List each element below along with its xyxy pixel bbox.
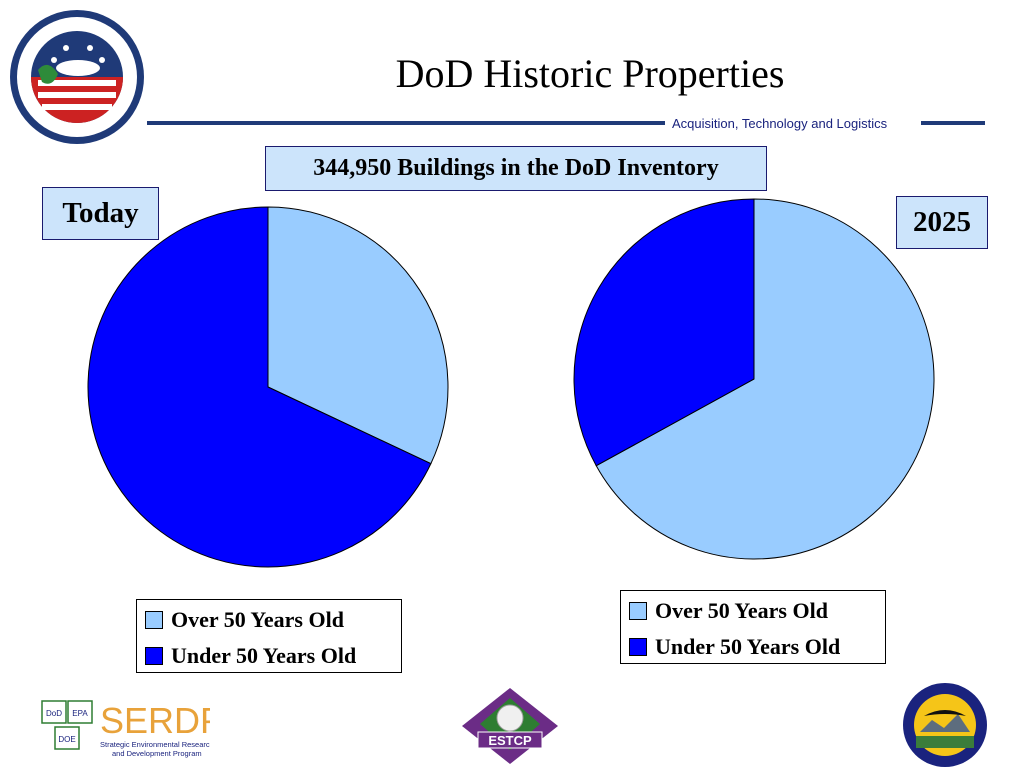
legend-swatch-over: [145, 611, 163, 629]
legend-swatch-over: [629, 602, 647, 620]
pie-slice-under-50: [87, 206, 432, 568]
legend-swatch-under: [145, 647, 163, 665]
legend-label: Over 50 Years Old: [655, 598, 828, 623]
serdp-line1: Strategic Environmental Research: [100, 740, 210, 749]
serdp-epa-text: EPA: [72, 709, 88, 718]
legend-item: Under 50 Years Old: [629, 629, 877, 665]
legend-swatch-under: [629, 638, 647, 656]
chart-title-today: Today: [42, 187, 159, 240]
inventory-label: 344,950 Buildings in the DoD Inventory: [265, 146, 767, 191]
header-rule-left: [147, 121, 665, 125]
estcp-logo: ESTCP: [462, 688, 558, 764]
header-subtitle: Acquisition, Technology and Logistics: [672, 116, 888, 131]
legend-item: Over 50 Years Old: [629, 593, 877, 629]
legend-today: Over 50 Years Old Under 50 Years Old: [136, 599, 402, 673]
legend-item: Under 50 Years Old: [145, 638, 393, 674]
header-rule-right: [921, 121, 985, 125]
legend-label: Under 50 Years Old: [171, 643, 357, 668]
dusd-seal-logo: [10, 10, 144, 144]
legacy-program-seal: [903, 683, 987, 767]
pie-chart-2025: [573, 198, 935, 560]
serdp-line2: and Development Program: [112, 749, 202, 758]
page-title: DoD Historic Properties: [395, 51, 785, 96]
serdp-name: SERDP: [100, 700, 210, 741]
pie-chart-today: [87, 206, 449, 568]
serdp-doe-text: DOE: [58, 735, 75, 744]
serdp-logo: DoD EPA DOE SERDP Strategic Environmenta…: [41, 700, 210, 758]
serdp-dod-text: DoD: [46, 709, 62, 718]
pie-slice-under-50: [573, 198, 755, 467]
chart-title-2025: 2025: [896, 196, 988, 249]
pie-slice-over-50: [267, 206, 449, 465]
legend-label: Under 50 Years Old: [655, 634, 841, 659]
pie-slice-over-50: [595, 198, 935, 560]
legend-label: Over 50 Years Old: [171, 607, 344, 632]
estcp-name: ESTCP: [488, 733, 532, 748]
legend-item: Over 50 Years Old: [145, 602, 393, 638]
legend-2025: Over 50 Years Old Under 50 Years Old: [620, 590, 886, 664]
